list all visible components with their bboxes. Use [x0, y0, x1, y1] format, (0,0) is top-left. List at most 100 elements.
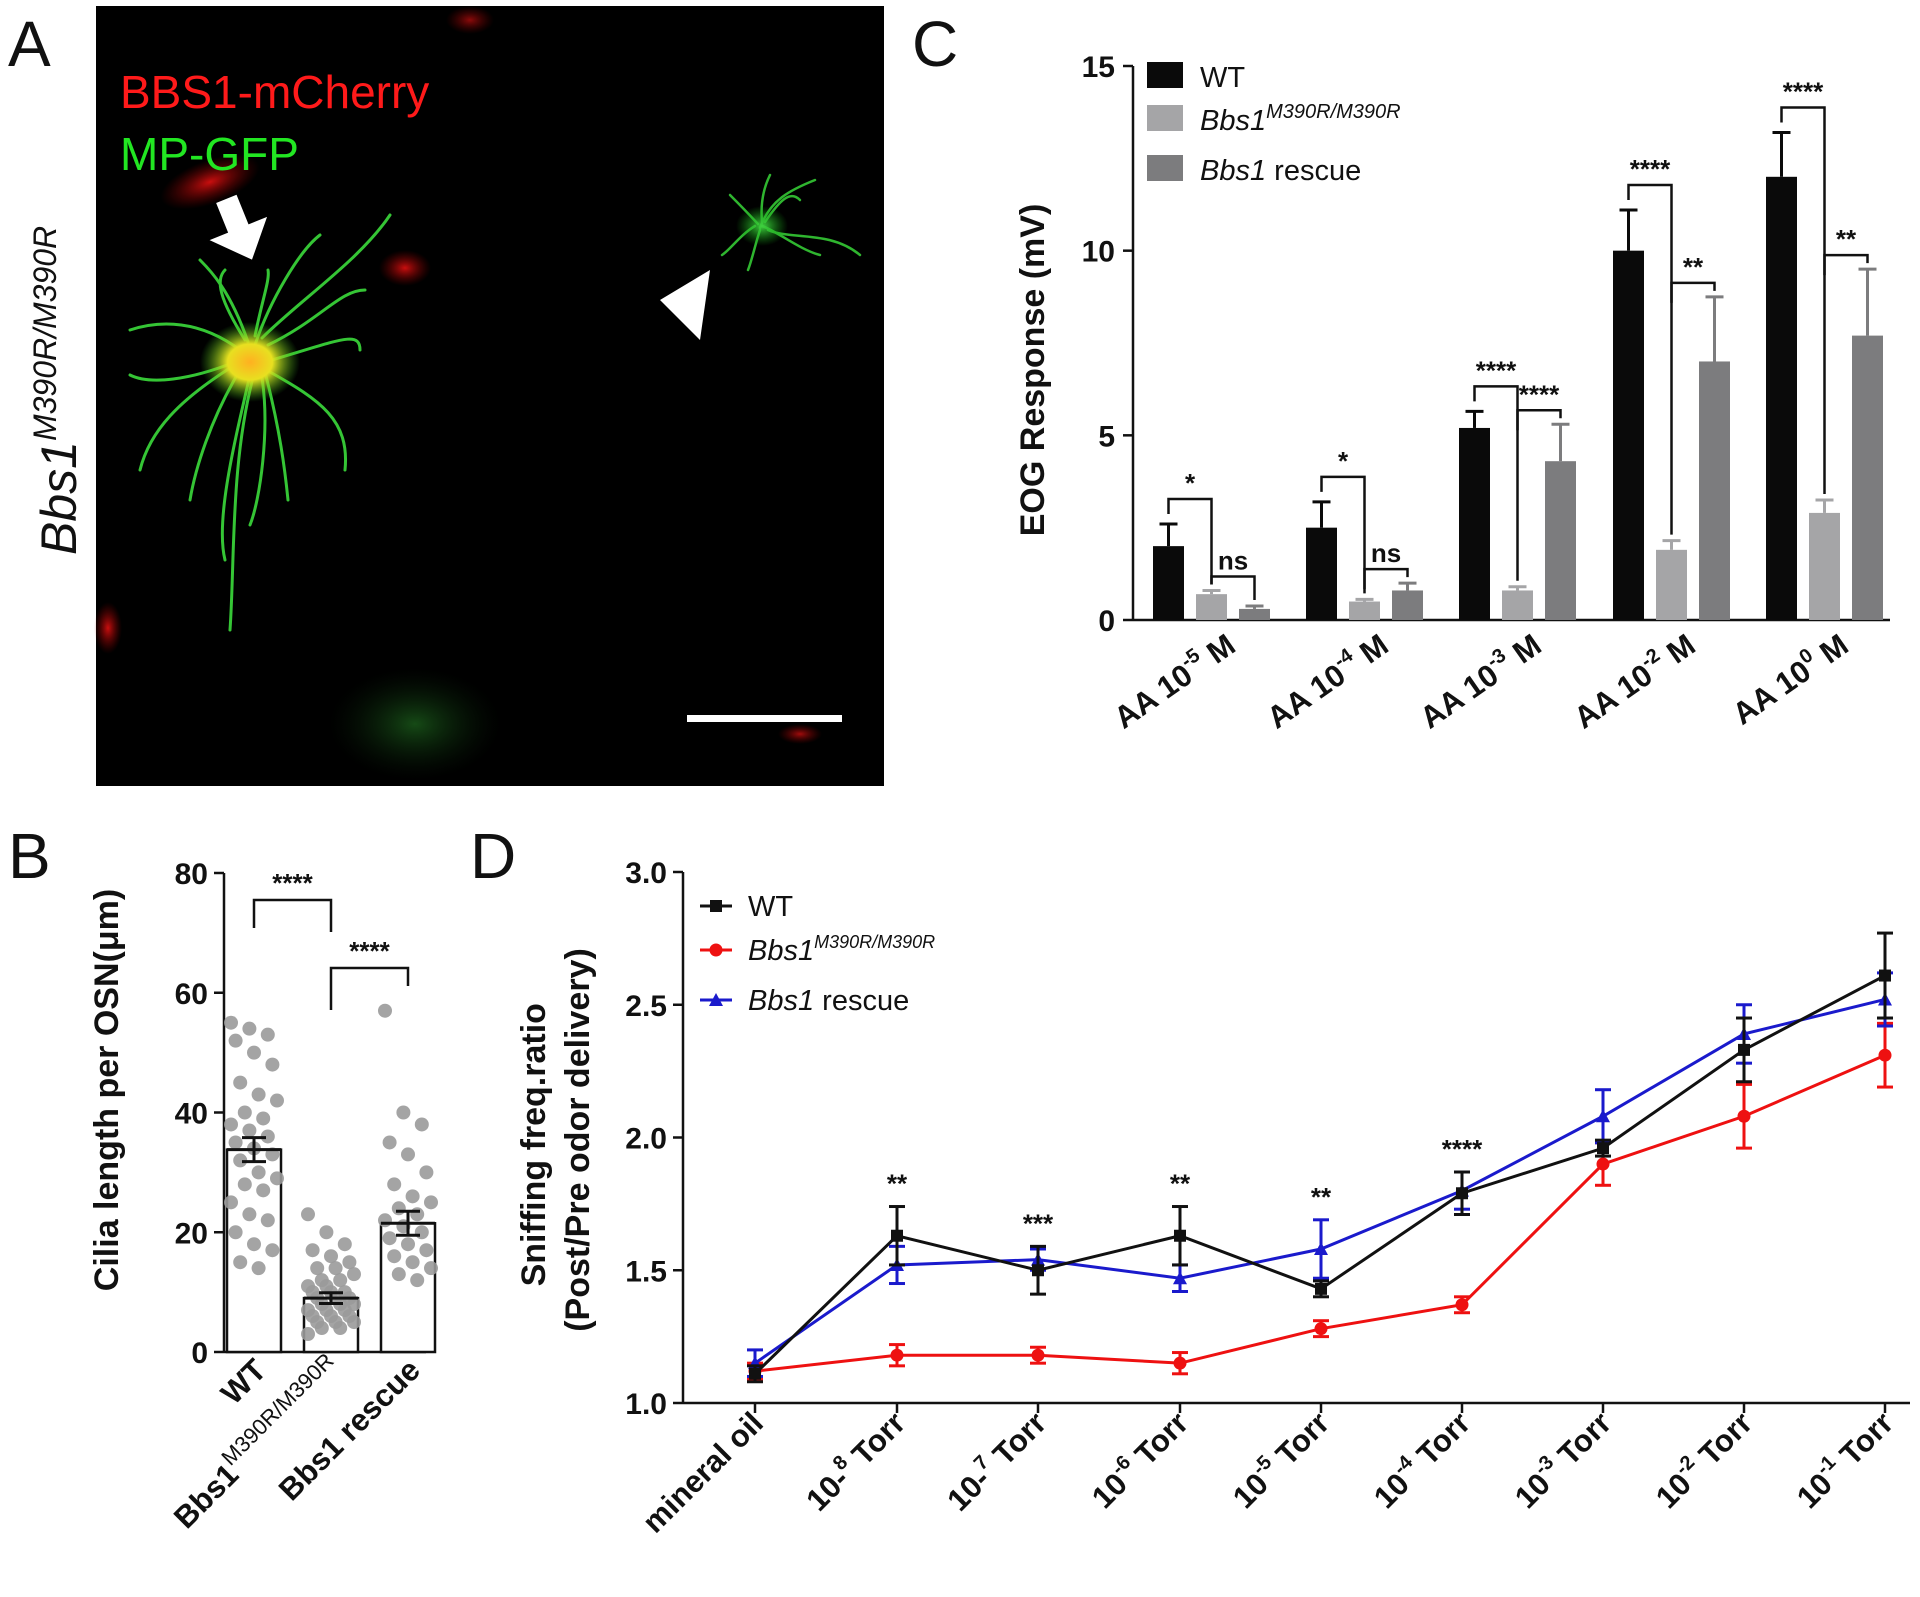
panel-letter-d: D	[470, 820, 516, 892]
c-x-tick-label: AA 10-3 M	[1412, 625, 1548, 736]
d-x-tick-label: 10-1 Torr	[1788, 1403, 1900, 1515]
b-point	[401, 1147, 415, 1162]
c-bar	[1613, 250, 1644, 620]
d-annotations: ******* ******	[887, 1134, 1483, 1238]
c-bar	[1153, 546, 1184, 620]
d-annotation: **	[1311, 1182, 1332, 1212]
mcherry-blob	[379, 250, 431, 286]
d-point	[1314, 1242, 1328, 1256]
d-point	[1315, 1282, 1327, 1295]
d-x-tick-label: 10-6 Torr	[1083, 1403, 1195, 1515]
b-point	[233, 1255, 248, 1270]
d-x-label-group: 10-7 Torr	[940, 1405, 1053, 1518]
d-series-0	[747, 931, 1893, 1384]
c-y-tick-label: 5	[1098, 420, 1115, 453]
c-sig-label: ****	[1476, 355, 1517, 385]
d-y-tick-label: 2.5	[625, 990, 667, 1023]
b-point	[270, 1093, 284, 1108]
d-y-tick-label: 1.5	[625, 1255, 667, 1288]
d-annotation: **	[1170, 1169, 1191, 1199]
c-sig-bracket	[1780, 106, 1826, 494]
d-x-label-group: 10-1 Torr	[1788, 1403, 1900, 1515]
d-point	[1456, 1187, 1468, 1200]
b-point	[265, 1243, 280, 1258]
c-sig-label: ****	[1783, 76, 1824, 106]
d-point	[1032, 1264, 1044, 1277]
d-legend-label: Bbs1M390R/M390R	[748, 932, 935, 967]
d-x-tick-label: 10-5 Torr	[1224, 1403, 1336, 1515]
b-point	[265, 1057, 280, 1072]
b-point	[347, 1315, 361, 1330]
c-bar	[1239, 608, 1270, 620]
osn-cell-body-mutant	[736, 206, 788, 246]
b-x-tick-label: WT	[214, 1352, 273, 1411]
b-point	[414, 1117, 429, 1132]
c-x-label-group: AA 100 M	[1724, 625, 1854, 732]
c-x-tick-base: AA 10	[1261, 657, 1352, 735]
c-y-axis: 0 5 10 15	[1082, 51, 1890, 638]
d-point	[1878, 1048, 1892, 1062]
d-annotation: ****	[1442, 1134, 1483, 1164]
b-y-tick-label: 80	[175, 858, 208, 891]
d-point	[1597, 1142, 1609, 1155]
c-x-label-group: AA 10-5 M	[1106, 625, 1242, 736]
b-point	[224, 1195, 238, 1210]
c-bar	[1349, 601, 1380, 620]
d-point	[1174, 1229, 1186, 1242]
c-bar	[1306, 527, 1337, 620]
b-point	[424, 1261, 438, 1276]
c-sig-label: **	[1836, 224, 1857, 254]
c-y-tick-label: 15	[1082, 51, 1115, 84]
c-x-tick-base: AA 10	[1726, 653, 1817, 731]
c-x-tick-unit: M	[1499, 627, 1547, 675]
c-bar	[1656, 549, 1687, 620]
osn-cell-body	[200, 322, 300, 402]
b-point	[419, 1165, 434, 1180]
d-y-axis-label: Sniffing freq.ratio (Post/Pre odor deliv…	[515, 948, 597, 1332]
b-sig-bracket	[252, 898, 333, 932]
d-x-tick-label: 10-2 Torr	[1647, 1403, 1759, 1515]
b-point	[387, 1177, 402, 1192]
d-x-label-group: 10-3 Torr	[1508, 1405, 1618, 1515]
c-sig-bracket	[1473, 385, 1519, 581]
b-point	[419, 1243, 434, 1258]
b-x-tick-label-base: WT	[214, 1352, 273, 1411]
d-point	[1173, 1271, 1187, 1285]
mcherry-blob	[160, 154, 260, 210]
c-bar	[1809, 512, 1840, 620]
b-point	[260, 1027, 275, 1042]
b-point	[342, 1255, 357, 1270]
d-y-tick-label: 1.0	[625, 1388, 667, 1421]
c-sig-label: ****	[1630, 154, 1671, 184]
d-point	[1879, 969, 1891, 982]
b-point	[319, 1225, 334, 1240]
c-legend-name: Bbs1	[1200, 155, 1266, 187]
d-point	[1173, 1356, 1187, 1370]
b-point	[242, 1021, 257, 1036]
c-x-labels: AA 10-5 MAA 10-4 MAA 10-3 MAA 10-2 MAA 1…	[1106, 625, 1855, 736]
c-bar	[1545, 461, 1576, 620]
d-x-label-group: mineral oil	[636, 1405, 770, 1539]
b-point	[328, 1261, 343, 1276]
b-point	[301, 1207, 315, 1222]
c-x-tick-label: AA 10-4 M	[1259, 625, 1395, 736]
d-x-tick-label: 10-4 Torr	[1365, 1403, 1477, 1515]
c-x-tick-label: AA 10-5 M	[1106, 625, 1242, 736]
mcherry-blob	[446, 6, 494, 34]
c-legend-name: Bbs1	[1200, 105, 1266, 137]
b-point	[405, 1255, 420, 1270]
b-point	[251, 1165, 266, 1180]
d-point	[1596, 1157, 1610, 1171]
c-x-tick-base: AA 10	[1414, 657, 1505, 735]
b-point	[224, 1117, 238, 1132]
b-point	[391, 1201, 406, 1216]
b-x-label-group: WT	[214, 1352, 273, 1411]
b-point	[324, 1249, 338, 1264]
b-point	[228, 1225, 243, 1240]
c-x-tick-label: AA 100 M	[1724, 625, 1854, 732]
d-legend-label: WT	[748, 891, 793, 923]
b-point	[224, 1015, 238, 1030]
d-x-tick-label: mineral oil	[636, 1405, 770, 1539]
c-x-tick-unit: M	[1653, 627, 1701, 675]
